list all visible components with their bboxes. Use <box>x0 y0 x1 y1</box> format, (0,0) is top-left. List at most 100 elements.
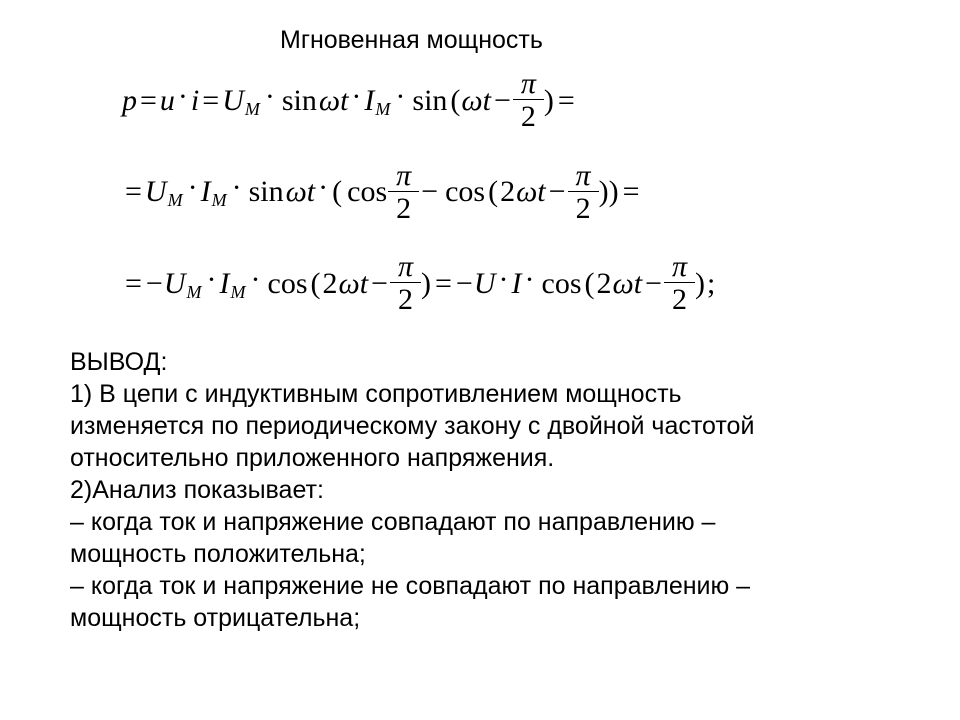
sub-M: M <box>168 191 183 209</box>
op-mul: · <box>204 265 220 295</box>
var-omega: ω <box>613 269 634 299</box>
conclusion-line: мощность отрицательна; <box>70 602 890 634</box>
var-t: t <box>360 269 368 299</box>
op-minus: − <box>491 86 514 116</box>
op-minus: − <box>368 269 391 299</box>
frac-pi-2: π 2 <box>394 252 417 316</box>
frac-num-pi: π <box>517 69 540 99</box>
var-U: U <box>145 177 167 207</box>
paren-close: ) <box>694 269 706 299</box>
conclusion-block: ВЫВОД: 1) В цепи с индуктивным сопротивл… <box>70 346 890 634</box>
op-mul: · <box>229 173 245 203</box>
page-title: Мгновенная мощность <box>280 26 890 55</box>
var-U: U <box>474 269 496 299</box>
var-omega: ω <box>339 269 360 299</box>
var-t: t <box>537 177 545 207</box>
conclusion-head: ВЫВОД: <box>70 346 890 378</box>
conclusion-line: изменяется по периодическому закону с дв… <box>70 410 890 442</box>
conclusion-line: 2)Анализ показывает: <box>70 474 890 506</box>
var-t: t <box>307 177 315 207</box>
paren-open: ( <box>487 177 499 207</box>
op-eq: = <box>555 86 578 116</box>
sub-M: M <box>375 100 390 118</box>
var-t: t <box>634 269 642 299</box>
conclusion-line: относительно приложенного напряжения. <box>70 442 890 474</box>
frac-pi-2: π 2 <box>392 161 415 225</box>
conclusion-line: – когда ток и напряжение совпадают по на… <box>70 506 890 538</box>
op-mul: · <box>348 82 364 112</box>
op-mul: · <box>248 265 264 295</box>
op-mul: · <box>392 82 408 112</box>
op-eq: = <box>199 86 222 116</box>
frac-den-2: 2 <box>568 191 599 225</box>
op-minus: − <box>418 177 441 207</box>
frac-pi-2: π 2 <box>517 69 540 133</box>
var-I: I <box>201 177 211 207</box>
fn-cos: cos <box>264 269 310 299</box>
frac-den-2: 2 <box>388 191 419 225</box>
op-neg: − <box>145 269 164 299</box>
frac-pi-2: π 2 <box>668 252 691 316</box>
op-mul: · <box>262 82 278 112</box>
op-mul: · <box>315 173 331 203</box>
op-mul: · <box>496 265 512 295</box>
conclusion-line: мощность положительна; <box>70 538 890 570</box>
op-eq: = <box>122 177 145 207</box>
equation-row-2: = U M · I M · sin ω t · ( cos π 2 − cos … <box>122 161 890 225</box>
sub-M: M <box>212 191 227 209</box>
var-omega: ω <box>461 86 482 116</box>
fn-cos: cos <box>441 177 487 207</box>
var-omega: ω <box>319 86 340 116</box>
var-U: U <box>222 86 244 116</box>
semicolon: ; <box>706 269 716 299</box>
sub-M: M <box>231 283 246 301</box>
op-eq: = <box>620 177 643 207</box>
page: Мгновенная мощность p = u · i = U M · si… <box>0 0 960 720</box>
var-u: u <box>160 86 175 116</box>
frac-pi-2: π 2 <box>572 161 595 225</box>
fn-sin: sin <box>408 86 449 116</box>
fn-cos: cos <box>538 269 584 299</box>
conclusion-line: 1) В цепи с индуктивным сопротивлением м… <box>70 378 890 410</box>
op-eq: = <box>122 269 145 299</box>
var-p: p <box>122 86 137 116</box>
num-2: 2 <box>499 177 516 207</box>
var-t: t <box>340 86 348 116</box>
var-t: t <box>483 86 491 116</box>
paren-open: ( <box>449 86 461 116</box>
paren-open: ( <box>310 269 322 299</box>
var-U: U <box>164 269 186 299</box>
frac-num-pi: π <box>394 252 417 282</box>
paren-close: ) <box>543 86 555 116</box>
var-I: I <box>364 86 374 116</box>
num-2: 2 <box>322 269 339 299</box>
var-I: I <box>512 269 522 299</box>
equation-row-3: = − U M · I M · cos ( 2 ω t − π 2 ) = − … <box>122 252 890 316</box>
sub-M: M <box>187 283 202 301</box>
op-mul: · <box>185 173 201 203</box>
num-2: 2 <box>596 269 613 299</box>
frac-num-pi: π <box>392 161 415 191</box>
fn-cos: cos <box>343 177 389 207</box>
frac-den-2: 2 <box>513 99 544 133</box>
var-i: i <box>191 86 199 116</box>
op-mul: · <box>522 265 538 295</box>
paren-open: ( <box>584 269 596 299</box>
var-omega: ω <box>516 177 537 207</box>
op-eq: = <box>432 269 455 299</box>
op-neg: − <box>455 269 474 299</box>
frac-den-2: 2 <box>390 282 421 316</box>
var-I: I <box>220 269 230 299</box>
equation-row-1: p = u · i = U M · sin ω t · I M · sin ( … <box>122 69 890 133</box>
op-minus: − <box>546 177 569 207</box>
var-omega: ω <box>286 177 307 207</box>
equation-block: p = u · i = U M · sin ω t · I M · sin ( … <box>122 69 890 316</box>
fn-sin: sin <box>278 86 319 116</box>
paren-close-double: )) <box>598 177 620 207</box>
paren-open: ( <box>331 177 343 207</box>
fn-sin: sin <box>245 177 286 207</box>
paren-close: ) <box>420 269 432 299</box>
frac-num-pi: π <box>572 161 595 191</box>
frac-den-2: 2 <box>664 282 695 316</box>
frac-num-pi: π <box>668 252 691 282</box>
